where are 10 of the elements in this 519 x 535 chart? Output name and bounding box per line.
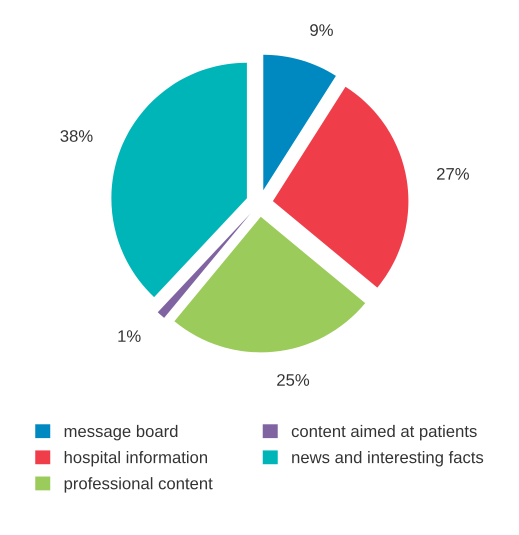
legend-label: hospital information <box>64 450 208 467</box>
data-label: 27% <box>437 168 469 180</box>
data-label: 38% <box>60 130 93 142</box>
data-label: 25% <box>277 374 310 386</box>
data-label: 1% <box>118 330 141 342</box>
legend-label: professional content <box>64 477 213 493</box>
legend-label: news and interesting facts <box>292 450 484 467</box>
legend-label: content aimed at patients <box>292 424 477 440</box>
data-label: 9% <box>310 24 333 36</box>
legend-label: message board <box>64 424 178 440</box>
